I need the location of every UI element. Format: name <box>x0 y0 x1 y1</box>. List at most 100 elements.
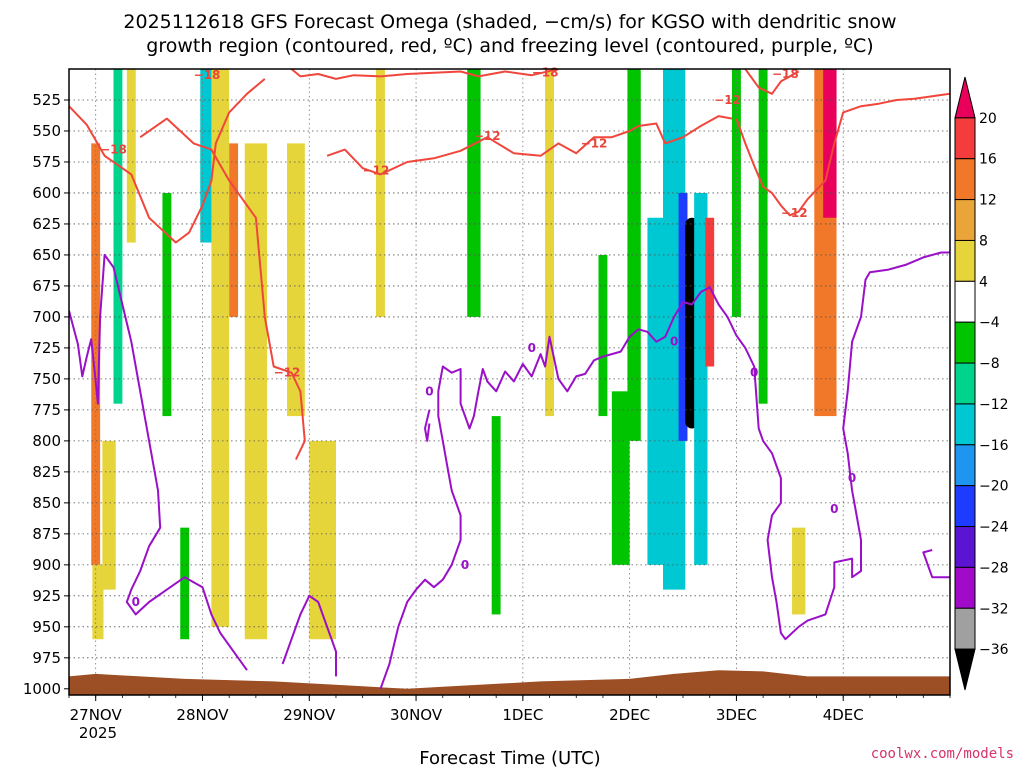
x-tick-label-29NOV: 29NOV <box>283 706 336 724</box>
y-tick-label-725: 725 <box>32 339 61 357</box>
x-tick-label-28NOV: 28NOV <box>176 706 229 724</box>
y-tick-label-825: 825 <box>32 463 61 481</box>
freezing-contour-0 <box>69 253 248 671</box>
dgz-label-8: −12 <box>781 206 808 220</box>
y-tick-label-925: 925 <box>32 587 61 605</box>
y-tick-label-850: 850 <box>32 494 61 512</box>
colorbar-swatch-14 <box>954 648 976 691</box>
dgz-label-6: −12 <box>714 93 741 107</box>
colorbar-label-3: 8 <box>979 233 988 249</box>
x-tick-label-3DEC: 3DEC <box>716 706 757 724</box>
freezing-contour-2 <box>379 251 950 690</box>
y-tick-label-550: 550 <box>32 122 61 140</box>
freezing-label-2: 0 <box>132 595 140 609</box>
colorbar-label-5: −4 <box>979 315 1000 331</box>
omega-region-22 <box>678 192 688 441</box>
y-axis: 525 550 575 600 625 650 675 700 725 750 775 800 825 8… <box>23 91 69 698</box>
omega-region-7 <box>200 69 214 243</box>
omega-region-11 <box>287 143 305 417</box>
dgz-label-7: −18 <box>772 67 799 81</box>
dgz-label-2: −12 <box>363 164 390 178</box>
omega-region-28 <box>792 527 806 615</box>
y-tick-label-675: 675 <box>32 277 61 295</box>
omega-region-16 <box>545 69 554 417</box>
colorbar-label-4: 4 <box>979 274 988 290</box>
dgz-contour-2 <box>326 115 733 176</box>
y-tick-label-1000: 1000 <box>23 680 61 698</box>
dgz-label-0: −18 <box>194 68 221 82</box>
dgz-contour-3 <box>290 69 559 80</box>
omega-region-0 <box>91 143 101 565</box>
x-axis: 27NOV 28NOV 29NOV 30NOV 1DEC 2DEC 3DEC 4DEC <box>68 695 951 724</box>
colorbar-swatch-8 <box>954 403 976 446</box>
omega-region-3 <box>113 69 123 404</box>
dgz-contour-0 <box>69 78 266 244</box>
x-axis-title: Forecast Time (UTC) <box>419 748 600 768</box>
y-tick-label-600: 600 <box>32 184 61 202</box>
colorbar-label-11: −28 <box>979 560 1009 576</box>
y-tick-label-950: 950 <box>32 618 61 636</box>
omega-region-12 <box>309 440 336 640</box>
colorbar-swatch-4 <box>954 239 976 282</box>
colorbar-swatch-2 <box>954 158 976 201</box>
contour-labels: −18 −18 −12 −12 −12 −18 −12 −18 −12 −12 0 0 0 0 0 0 0 0 <box>100 66 856 609</box>
omega-region-27 <box>758 69 768 404</box>
colorbar: 20 16 12 8 4 −4 −8 −12 −16 −20 −24 −28 −32 −36 <box>954 76 1009 691</box>
y-tick-label-700: 700 <box>32 308 61 326</box>
colorbar-swatch-3 <box>954 199 976 241</box>
omega-region-17 <box>598 254 608 417</box>
dgz-label-4: −12 <box>581 136 608 150</box>
y-tick-label-775: 775 <box>32 401 61 419</box>
colorbar-label-2: 12 <box>979 193 997 209</box>
colorbar-label-12: −32 <box>979 601 1009 617</box>
y-tick-label-975: 975 <box>32 649 61 667</box>
freezing-label-5: 0 <box>750 366 758 380</box>
dgz-label-3: −12 <box>474 129 501 143</box>
omega-region-15 <box>491 416 501 615</box>
chart-title-line-1: 2025112618 GFS Forecast Omega (shaded, −… <box>123 11 896 33</box>
y-tick-label-750: 750 <box>32 370 61 388</box>
freezing-label-4: 0 <box>670 335 678 349</box>
dgz-label-9: −12 <box>274 366 301 380</box>
plot-frame <box>68 68 951 696</box>
freezing-label-0: 0 <box>425 384 433 398</box>
colorbar-swatch-0 <box>954 76 976 119</box>
y-tick-label-525: 525 <box>32 91 61 109</box>
colorbar-swatch-13 <box>954 607 976 650</box>
x-tick-label-2DEC: 2DEC <box>609 706 650 724</box>
omega-region-5 <box>162 192 172 417</box>
y-tick-label-575: 575 <box>32 153 61 171</box>
omega-region-18 <box>611 391 630 565</box>
colorbar-swatch-5 <box>954 280 976 323</box>
omega-region-20 <box>647 217 666 565</box>
omega-region-9 <box>229 143 239 317</box>
freezing-contour-4 <box>922 549 950 579</box>
x-tick-label-27NOV: 27NOV <box>70 706 123 724</box>
colorbar-label-10: −24 <box>979 520 1009 536</box>
y-tick-label-625: 625 <box>32 215 61 233</box>
omega-region-1 <box>92 564 104 640</box>
omega-region-10 <box>244 143 268 640</box>
colorbar-swatch-6 <box>954 321 976 364</box>
terrain-fill <box>69 670 950 695</box>
freezing-contour-1 <box>281 594 337 677</box>
dgz-contours <box>69 69 950 460</box>
dgz-contour-1 <box>139 117 306 460</box>
colorbar-label-1: 16 <box>979 152 997 168</box>
chart-title-line-2: growth region (contoured, red, ºC) and f… <box>146 35 873 57</box>
y-tick-label-900: 900 <box>32 556 61 574</box>
freezing-label-7: 0 <box>830 502 838 516</box>
colorbar-swatch-11 <box>954 526 976 568</box>
y-tick-label-800: 800 <box>32 432 61 450</box>
x-tick-label-30NOV: 30NOV <box>390 706 443 724</box>
colorbar-swatch-10 <box>954 485 976 528</box>
dgz-contour-4 <box>735 92 950 217</box>
x-year-label: 2025 <box>79 724 117 742</box>
colorbar-label-9: −20 <box>979 479 1009 495</box>
dgz-label-1: −18 <box>100 143 127 157</box>
omega-region-25 <box>705 217 715 367</box>
freezing-label-1: 0 <box>461 558 469 572</box>
omega-region-6 <box>180 527 190 640</box>
freezing-label-3: 0 <box>528 341 536 355</box>
